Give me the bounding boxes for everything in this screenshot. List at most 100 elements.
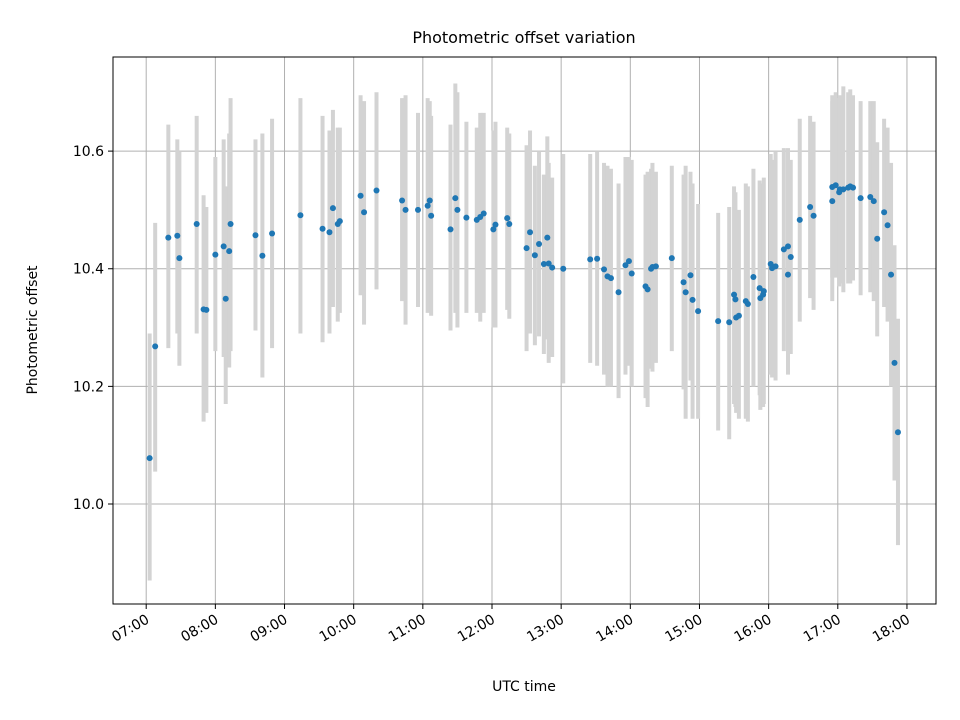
data-point <box>504 215 511 222</box>
data-point <box>780 246 787 253</box>
x-axis-label: UTC time <box>492 679 556 695</box>
data-point <box>527 229 534 236</box>
data-point <box>772 263 779 270</box>
data-point <box>787 253 794 260</box>
data-point <box>212 251 219 258</box>
data-point <box>784 243 791 250</box>
data-point <box>687 272 694 279</box>
data-point <box>689 296 696 303</box>
data-point <box>807 203 814 210</box>
x-tick-label: 16:00 <box>732 612 775 646</box>
data-point <box>784 271 791 278</box>
data-point <box>894 429 901 436</box>
y-tick-label: 10.4 <box>73 262 104 278</box>
data-point <box>452 195 459 202</box>
plot-frame <box>112 56 937 605</box>
data-point <box>174 232 181 239</box>
data-point <box>840 186 847 193</box>
data-point <box>357 192 364 199</box>
x-tick-label: 12:00 <box>455 612 498 646</box>
data-point <box>829 198 836 205</box>
data-point <box>480 210 487 217</box>
data-point <box>319 225 326 232</box>
data-point <box>523 245 530 252</box>
x-tick-label: 09:00 <box>248 612 291 646</box>
data-point <box>715 318 722 325</box>
data-point <box>628 270 635 277</box>
data-point <box>731 291 738 298</box>
data-point <box>220 243 227 250</box>
data-point <box>424 202 431 209</box>
data-point <box>506 221 513 228</box>
data-point <box>735 312 742 319</box>
data-point <box>560 265 567 272</box>
data-point <box>536 241 543 248</box>
data-point <box>176 255 183 262</box>
data-point <box>874 235 881 242</box>
data-point <box>399 197 406 204</box>
y-axis-ticks: 10.0 10.2 10.4 10.6 <box>73 144 113 513</box>
data-point <box>447 226 454 233</box>
data-point <box>165 234 172 241</box>
x-tick-label: 15:00 <box>663 612 706 646</box>
data-point <box>490 226 497 233</box>
data-point <box>336 218 343 225</box>
data-point <box>867 193 874 200</box>
data-point <box>492 221 499 228</box>
data-point <box>540 261 547 268</box>
data-point <box>252 232 259 239</box>
data-point <box>884 222 891 229</box>
data-point <box>193 221 200 228</box>
data-point <box>601 266 608 273</box>
data-point <box>652 263 659 270</box>
data-point <box>326 229 333 236</box>
data-point <box>146 455 153 462</box>
data-point <box>726 319 733 326</box>
data-point <box>414 206 421 213</box>
x-tick-label: 13:00 <box>524 612 567 646</box>
x-tick-label: 18:00 <box>870 612 913 646</box>
data-point <box>850 184 857 191</box>
data-point <box>644 286 651 293</box>
data-point <box>361 209 368 216</box>
data-point <box>891 359 898 366</box>
data-point <box>402 206 409 213</box>
data-point <box>680 279 687 286</box>
x-tick-label: 11:00 <box>386 612 429 646</box>
data-point <box>373 187 380 194</box>
x-tick-label: 14:00 <box>593 612 636 646</box>
data-point <box>881 209 888 216</box>
data-point <box>682 289 689 296</box>
data-point <box>426 197 433 204</box>
data-point <box>744 301 751 308</box>
x-tick-label: 08:00 <box>178 612 221 646</box>
data-point <box>607 275 614 282</box>
chart-title: Photometric offset variation <box>412 28 635 47</box>
data-point <box>857 195 864 202</box>
data-point <box>454 206 461 213</box>
data-point <box>259 252 266 259</box>
data-point <box>594 255 601 262</box>
data-point <box>756 285 763 292</box>
data-point <box>329 205 336 212</box>
data-point <box>428 212 435 219</box>
data-point <box>297 212 304 219</box>
data-point <box>810 212 817 219</box>
data-point <box>870 198 877 205</box>
data-points <box>146 182 901 462</box>
y-tick-label: 10.6 <box>73 144 104 160</box>
data-point <box>531 252 538 259</box>
data-point <box>832 182 839 189</box>
data-point <box>615 289 622 296</box>
data-point <box>203 306 210 313</box>
data-point <box>622 262 629 269</box>
data-point <box>760 291 767 298</box>
y-tick-label: 10.2 <box>73 379 104 395</box>
data-point <box>750 273 757 280</box>
data-point <box>587 256 594 263</box>
data-point <box>625 258 632 265</box>
data-point <box>222 295 229 302</box>
data-point <box>152 343 159 350</box>
x-axis-ticks: 07:00 08:00 09:00 10:00 11:00 12:00 13:00 14:00… <box>109 604 913 646</box>
